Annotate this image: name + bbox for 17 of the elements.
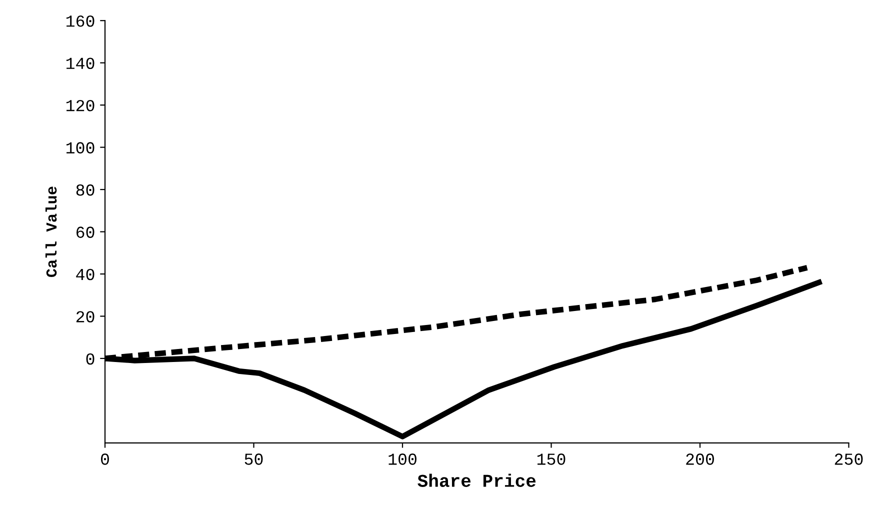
y-tick-label: 100 xyxy=(66,142,94,154)
x-tick-label: 150 xyxy=(537,454,566,465)
x-tick-label: 200 xyxy=(686,454,714,465)
x-tick-label: 100 xyxy=(388,454,416,465)
y-axis-title: Call Value xyxy=(45,186,57,277)
y-tick-label: 120 xyxy=(66,100,94,112)
y-tick-label: 20 xyxy=(76,311,94,322)
y-tick-label: 0 xyxy=(86,353,94,365)
x-tick-label: 250 xyxy=(834,454,863,465)
y-tick-label: 160 xyxy=(66,15,94,27)
y-tick-label: 80 xyxy=(76,184,94,196)
y-tick-label: 140 xyxy=(66,58,94,70)
y-tick-label: 60 xyxy=(76,226,94,238)
x-axis-title: Share Price xyxy=(418,474,536,487)
x-tick-label: 0 xyxy=(101,454,109,465)
y-tick-label: 40 xyxy=(76,268,94,280)
x-tick-label: 50 xyxy=(244,454,263,465)
